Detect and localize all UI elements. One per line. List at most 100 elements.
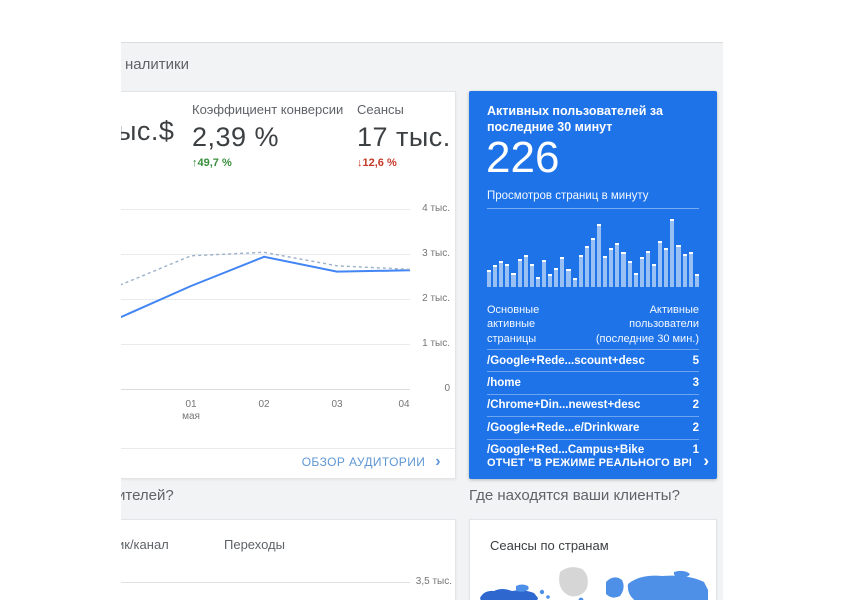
pageviews-bar — [505, 264, 510, 287]
active-page-path: /Google+Rede...scount+desc — [487, 354, 645, 367]
metric-delta-value: 49,7 % — [197, 157, 232, 169]
active-page-row: /Google+Red...Campus+Bike 1 — [487, 438, 699, 461]
pageviews-bar — [670, 219, 675, 287]
pageviews-bar — [658, 241, 663, 287]
y-axis-tick: 3,5 тыс. — [415, 576, 452, 587]
metric-label: Сеансы — [357, 102, 404, 117]
pageviews-bar — [615, 243, 620, 287]
active-page-path: /Google+Rede...e/Drinkware — [487, 421, 640, 434]
pageviews-bar — [541, 260, 547, 287]
page-title: налитики — [125, 56, 189, 73]
pageviews-bar — [535, 277, 540, 287]
pageviews-bar — [578, 255, 583, 287]
realtime-table: /Google+Rede...scount+desc 5 /home 3 /Ch… — [487, 349, 699, 461]
realtime-title: Активных пользователей за последние 30 м… — [487, 104, 663, 134]
x-axis-tick: 03 — [331, 399, 343, 410]
active-users-count: 3 — [692, 377, 699, 390]
metric-value: ыс.$ — [121, 116, 175, 146]
pageviews-bar — [609, 248, 614, 287]
y-axis-tick: 0 — [444, 383, 450, 394]
x-axis-tick: 04 — [398, 399, 410, 410]
column-header-source-channel: ик/канал — [121, 537, 169, 552]
realtime-report-link[interactable]: ОТЧЕТ "В РЕЖИМЕ РЕАЛЬНОГО ВРЕМ... — [487, 457, 691, 469]
active-users-count: 2 — [692, 421, 699, 434]
realtime-table-header: Основные активные страницы Активные поль… — [487, 303, 699, 346]
map-card-title: Сеансы по странам — [490, 538, 609, 553]
sessions-trend-chart[interactable]: 4 тыс. 3 тыс. 2 тыс. 1 тыс. 0 01 мая 02 … — [121, 203, 455, 442]
active-page-path: /Chrome+Din...newest+desc — [487, 399, 641, 412]
pageviews-bar — [596, 224, 602, 287]
metric-value: 17 тыс. — [357, 122, 451, 152]
active-users-count: 1 — [692, 444, 699, 457]
acquisition-section-heading: ителей? — [121, 487, 174, 504]
metric-revenue-fragment: ыс.$ — [121, 116, 174, 147]
pageviews-bar — [603, 256, 608, 287]
pageviews-bar — [645, 251, 650, 287]
geo-section-heading: Где находятся ваши клиенты? — [469, 487, 680, 504]
active-page-row: /Google+Rede...scount+desc 5 — [487, 349, 699, 371]
metric-delta: ↑49,7 % — [192, 157, 343, 169]
pageviews-bar — [584, 246, 589, 287]
realtime-card: Активных пользователей за последние 30 м… — [469, 91, 717, 479]
chevron-right-icon: › — [435, 453, 441, 470]
pageviews-bar — [688, 252, 693, 287]
pageviews-bar — [676, 245, 681, 287]
y-axis-tick: 2 тыс. — [422, 293, 450, 304]
pageviews-bar — [664, 248, 669, 287]
pageviews-bar — [511, 273, 516, 287]
y-axis-tick: 1 тыс. — [422, 338, 450, 349]
metric-delta: ↓12,6 % — [357, 157, 451, 169]
pageviews-bar — [682, 254, 687, 287]
pageviews-bar — [651, 264, 657, 287]
metric-value: 2,39 % — [192, 122, 280, 152]
pageviews-bar — [621, 252, 626, 287]
pageviews-bar — [560, 257, 565, 287]
pageviews-bar-chart[interactable] — [487, 219, 699, 287]
pageviews-bar — [517, 259, 522, 287]
active-page-row: /Google+Rede...e/Drinkware 2 — [487, 416, 699, 438]
pageviews-bar — [529, 264, 534, 287]
channels-card: ик/канал Переходы 3,5 тыс. — [121, 519, 456, 600]
active-page-row: /home 3 — [487, 371, 699, 393]
pageviews-bar — [694, 274, 699, 287]
column-header-pages: Основные активные страницы — [487, 304, 540, 345]
active-page-row: /Chrome+Din...newest+desc 2 — [487, 393, 699, 416]
metric-sessions: Сеансы 17 тыс. ↓12,6 % — [357, 102, 451, 169]
arrow-up-icon: ↑ — [192, 157, 198, 169]
metric-conversion-rate: Коэффициент конверсии 2,39 % ↑49,7 % — [192, 102, 343, 169]
pageviews-bar — [487, 270, 492, 287]
sessions-line-chart-svg — [121, 209, 410, 390]
analytics-home-region: налитики ыс.$ Коэффициент конверсии 2,39… — [121, 42, 723, 600]
metric-delta-value: 12,6 % — [362, 157, 397, 169]
pageviews-bar — [499, 261, 504, 287]
world-map[interactable] — [478, 562, 710, 600]
metric-label: Коэффициент конверсии — [192, 102, 344, 117]
pageviews-bar — [548, 274, 553, 287]
x-axis-tick-month: мая — [182, 411, 200, 422]
y-axis-tick: 3 тыс. — [422, 248, 450, 259]
active-users-count: 5 — [692, 354, 699, 367]
y-axis-tick: 4 тыс. — [422, 203, 450, 214]
divider — [487, 208, 699, 209]
active-page-path: /home — [487, 377, 521, 390]
pageviews-bar — [493, 265, 498, 287]
card-divider — [121, 448, 455, 449]
pageviews-bar — [566, 269, 571, 287]
pageviews-subtitle: Просмотров страниц в минуту — [487, 190, 649, 202]
chevron-right-icon[interactable]: › — [703, 451, 709, 470]
pageviews-bar — [590, 238, 595, 287]
active-users-count: 2 — [692, 399, 699, 412]
active-users-number: 226 — [486, 133, 560, 182]
column-header-users: Активные пользователи (последние 30 мин.… — [595, 304, 699, 345]
pageviews-bar — [633, 273, 638, 287]
x-axis-tick: 01 — [185, 399, 197, 410]
pageviews-bar — [572, 278, 577, 287]
arrow-down-icon: ↓ — [357, 157, 363, 169]
pageviews-bar — [627, 261, 632, 287]
audience-overview-label: ОБЗОР АУДИТОРИИ — [301, 455, 426, 469]
pageviews-bar — [554, 268, 559, 287]
x-axis-tick: 02 — [258, 399, 270, 410]
column-header-sessions: Переходы — [224, 537, 285, 552]
audience-overview-link[interactable]: ОБЗОР АУДИТОРИИ › — [301, 453, 441, 470]
